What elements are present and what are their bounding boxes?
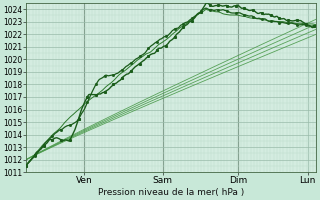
X-axis label: Pression niveau de la mer( hPa ): Pression niveau de la mer( hPa )	[98, 188, 244, 197]
